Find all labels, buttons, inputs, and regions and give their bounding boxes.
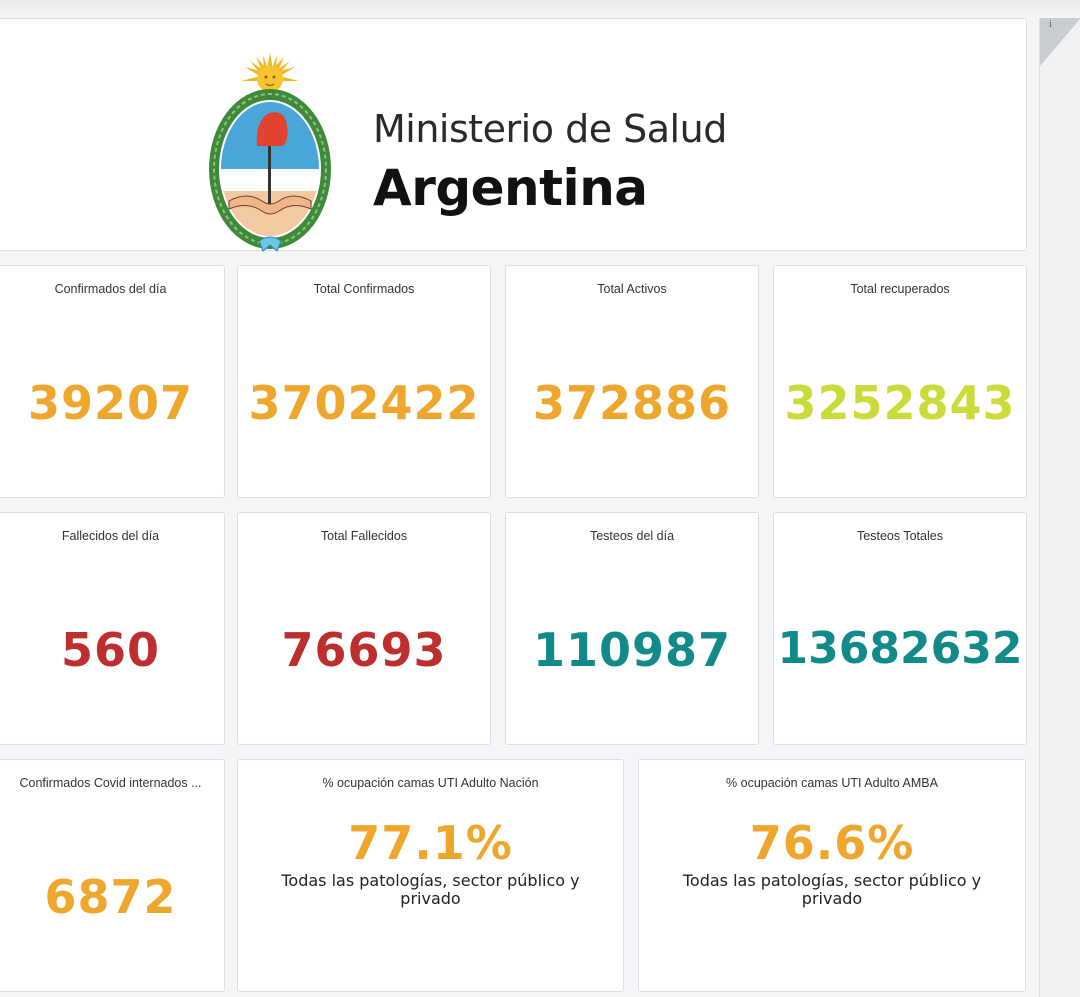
card-title: Fallecidos del día [61, 529, 160, 543]
card-value: 560 [60, 623, 161, 677]
page-fold-icon[interactable] [1040, 18, 1080, 66]
header-card: Ministerio de Salud Argentina [0, 18, 1027, 252]
card-confirmados-covid-internados[interactable]: Confirmados Covid internados ... 6872 [0, 759, 225, 992]
card-title: Total Activos [597, 282, 667, 296]
ministry-title: Ministerio de Salud [373, 107, 727, 151]
top-strip [0, 0, 1080, 18]
card-value: 3702422 [248, 376, 480, 430]
card-total-confirmados[interactable]: Total Confirmados 3702422 [237, 265, 491, 498]
card-title: Total Fallecidos [320, 529, 408, 543]
card-value: 372886 [532, 376, 732, 430]
card-title: % ocupación camas UTI Adulto Nación [322, 776, 539, 790]
card-title: Confirmados Covid internados ... [19, 776, 202, 790]
card-title: Total Confirmados [313, 282, 415, 296]
card-title: Total recuperados [850, 282, 950, 296]
country-title: Argentina [373, 159, 648, 217]
card-title: % ocupación camas UTI Adulto AMBA [726, 776, 938, 790]
argentina-coat-of-arms-icon [209, 53, 331, 252]
card-value: 13682632 [777, 623, 1023, 674]
card-value: 77.1% [348, 816, 513, 870]
card-value: 3252843 [784, 376, 1016, 430]
card-confirmados-del-dia[interactable]: Confirmados del día 39207 [0, 265, 225, 498]
card-testeos-del-dia[interactable]: Testeos del día 110987 [505, 512, 759, 745]
card-title: Testeos del día [589, 529, 675, 543]
card-title: Testeos Totales [857, 529, 943, 543]
card-value: 110987 [532, 623, 732, 677]
side-panel: i [1039, 18, 1080, 997]
card-value: 39207 [27, 376, 194, 430]
card-total-fallecidos[interactable]: Total Fallecidos 76693 [237, 512, 491, 745]
card-testeos-totales[interactable]: Testeos Totales 13682632 [773, 512, 1027, 745]
info-icon[interactable]: i [1049, 20, 1052, 30]
card-value: 76693 [281, 623, 447, 677]
card-total-recuperados[interactable]: Total recuperados 3252843 [773, 265, 1027, 498]
card-title: Confirmados del día [54, 282, 167, 296]
card-value: 6872 [44, 870, 177, 924]
card-total-activos[interactable]: Total Activos 372886 [505, 265, 759, 498]
card-ocupacion-uti-nacion[interactable]: % ocupación camas UTI Adulto Nación 77.1… [237, 759, 624, 992]
card-subtitle: Todas las patologías, sector público y p… [682, 871, 982, 908]
card-subtitle: Todas las patologías, sector público y p… [281, 871, 580, 908]
card-value: 76.6% [749, 816, 915, 870]
card-fallecidos-del-dia[interactable]: Fallecidos del día 560 [0, 512, 225, 745]
card-ocupacion-uti-amba[interactable]: % ocupación camas UTI Adulto AMBA 76.6% … [638, 759, 1026, 992]
